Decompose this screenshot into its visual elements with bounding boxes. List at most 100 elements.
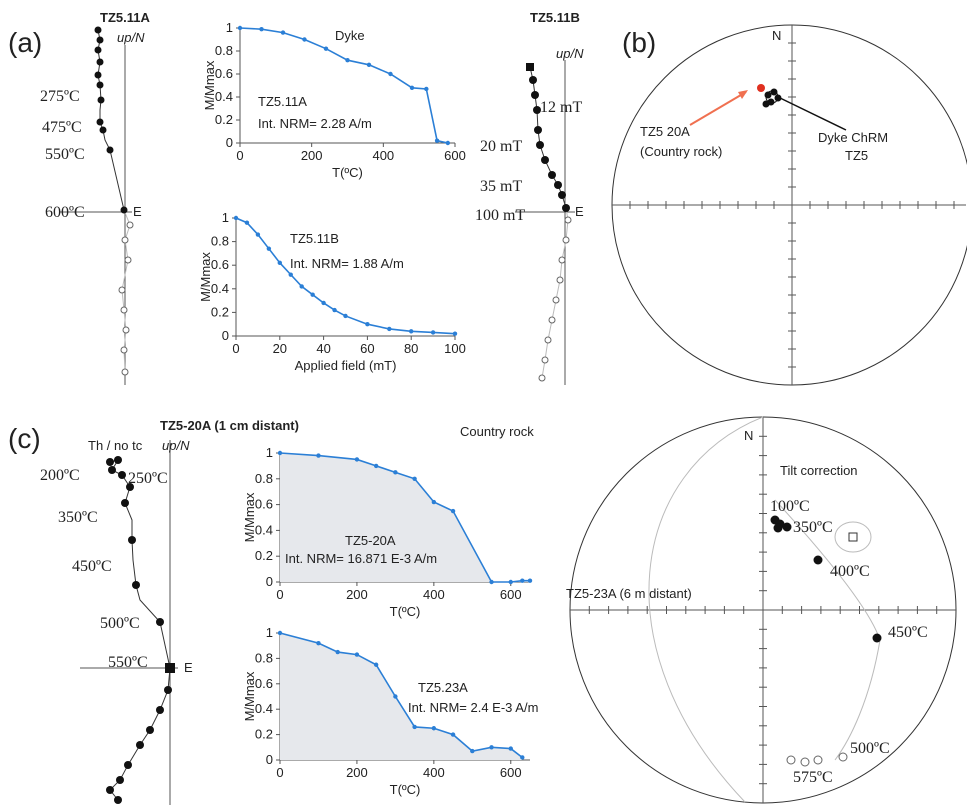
- point: [520, 578, 525, 583]
- point: [452, 331, 458, 336]
- x-tick-label: 0: [232, 341, 239, 356]
- stereo-label: Dyke ChRM: [818, 130, 888, 145]
- y-tick-label: 0.6: [255, 676, 273, 691]
- point: [345, 58, 350, 63]
- point: [373, 662, 379, 667]
- step-label: 35 mT: [480, 178, 522, 195]
- y-tick-label: 1: [222, 210, 229, 225]
- zij-title: TZ5-20A (1 cm distant): [160, 418, 299, 433]
- stereonet-b: N TZ5 20A (Country rock) Dyke ChRM TZ5: [611, 24, 967, 386]
- stereo-label: TZ5 20A: [640, 124, 690, 139]
- step-label: 20 mT: [480, 138, 522, 155]
- point: [431, 499, 437, 505]
- y-tick-label: 1: [266, 625, 273, 640]
- point: [299, 284, 304, 289]
- zij-title: TZ5.11A: [100, 10, 150, 25]
- stereo-note: Tilt correction: [780, 463, 858, 478]
- y-tick-label: 1: [266, 445, 273, 460]
- zij-east: E: [575, 204, 584, 219]
- point: [508, 746, 513, 751]
- step-label: 350ºC: [793, 519, 833, 536]
- y-axis-label: M/Mmax: [198, 252, 213, 302]
- point: [430, 330, 436, 335]
- step-label: 500ºC: [100, 615, 140, 632]
- x-tick-label: 0: [276, 587, 283, 602]
- point: [393, 470, 398, 475]
- x-tick-label: 80: [404, 341, 418, 356]
- x-tick-label: 400: [423, 765, 445, 780]
- zijderveld-2: TZ5.11B up/N E 12 mT 20 mT 35 mT 100 mT: [475, 10, 584, 385]
- annotation: TZ5.11A: [258, 94, 307, 109]
- north-label: N: [772, 28, 781, 43]
- y-tick-label: 0.8: [211, 234, 229, 249]
- step-label: 200ºC: [40, 467, 80, 484]
- x-axis-label: Applied field (mT): [295, 358, 397, 373]
- point: [393, 694, 398, 699]
- x-tick-label: 60: [360, 341, 374, 356]
- x-axis-label: T(ºC): [390, 604, 421, 619]
- area: [280, 633, 523, 760]
- step-label: 275ºC: [40, 88, 80, 105]
- point: [520, 755, 525, 760]
- y-tick-label: 0.2: [255, 548, 273, 563]
- step-label: 550ºC: [45, 146, 85, 163]
- y-tick-label: 0.2: [211, 304, 229, 319]
- y-tick-label: 0.8: [255, 650, 273, 665]
- point: [450, 508, 456, 514]
- point: [388, 71, 393, 77]
- y-axis-label: M/Mmax: [242, 492, 257, 542]
- y-axis-label: M/Mmax: [202, 60, 217, 110]
- point: [450, 732, 456, 737]
- stereo-specimen: TZ5-23A (6 m distant): [566, 586, 692, 601]
- annotation: TZ5-20A: [345, 533, 396, 548]
- x-tick-label: 200: [346, 765, 368, 780]
- panel-label: (a): [8, 27, 42, 58]
- step-label: 250ºC: [128, 470, 168, 487]
- point: [277, 260, 282, 266]
- stereo-label: TZ5: [845, 148, 868, 163]
- line: [235, 217, 456, 335]
- annotation: Int. NRM= 2.4 E-3 A/m: [408, 700, 538, 715]
- point: [335, 649, 340, 655]
- point: [321, 300, 326, 306]
- zij-axis: up/N: [556, 46, 584, 61]
- x-tick-label: 40: [316, 341, 330, 356]
- y-tick-label: 1: [226, 20, 233, 35]
- step-label: 12 mT: [540, 99, 582, 116]
- zij-subtitle: Th / no tc: [88, 438, 143, 453]
- panel-label: (c): [8, 423, 41, 454]
- point: [310, 292, 315, 297]
- y-tick-label: 0.8: [215, 43, 233, 58]
- point: [431, 726, 437, 731]
- point: [233, 215, 239, 221]
- x-tick-label: 20: [273, 341, 287, 356]
- point: [277, 450, 283, 456]
- step-label: 600ºC: [45, 204, 85, 221]
- point: [259, 26, 264, 32]
- step-label: 350ºC: [58, 509, 98, 526]
- step-label: 575ºC: [793, 769, 833, 786]
- step-label: 475ºC: [42, 119, 82, 136]
- area: [280, 453, 530, 582]
- y-tick-label: 0: [222, 328, 229, 343]
- point: [302, 37, 307, 42]
- point: [489, 745, 494, 750]
- point: [354, 652, 360, 657]
- point: [527, 578, 533, 583]
- point: [424, 86, 429, 92]
- step-label: 550ºC: [108, 654, 148, 671]
- step-label: 450ºC: [72, 558, 112, 575]
- x-tick-label: 600: [500, 765, 522, 780]
- step-label: 400ºC: [830, 563, 870, 580]
- y-tick-label: 0.2: [255, 727, 273, 742]
- point: [412, 476, 417, 481]
- point: [288, 272, 293, 277]
- line: [239, 27, 449, 144]
- y-tick-label: 0.4: [255, 522, 273, 537]
- y-axis-label: M/Mmax: [242, 671, 257, 721]
- y-tick-label: 0.2: [215, 112, 233, 127]
- x-tick-label: 100: [444, 341, 466, 356]
- step-label: 100ºC: [770, 498, 810, 515]
- chart-title: Dyke: [335, 28, 365, 43]
- zij-east: E: [184, 660, 193, 675]
